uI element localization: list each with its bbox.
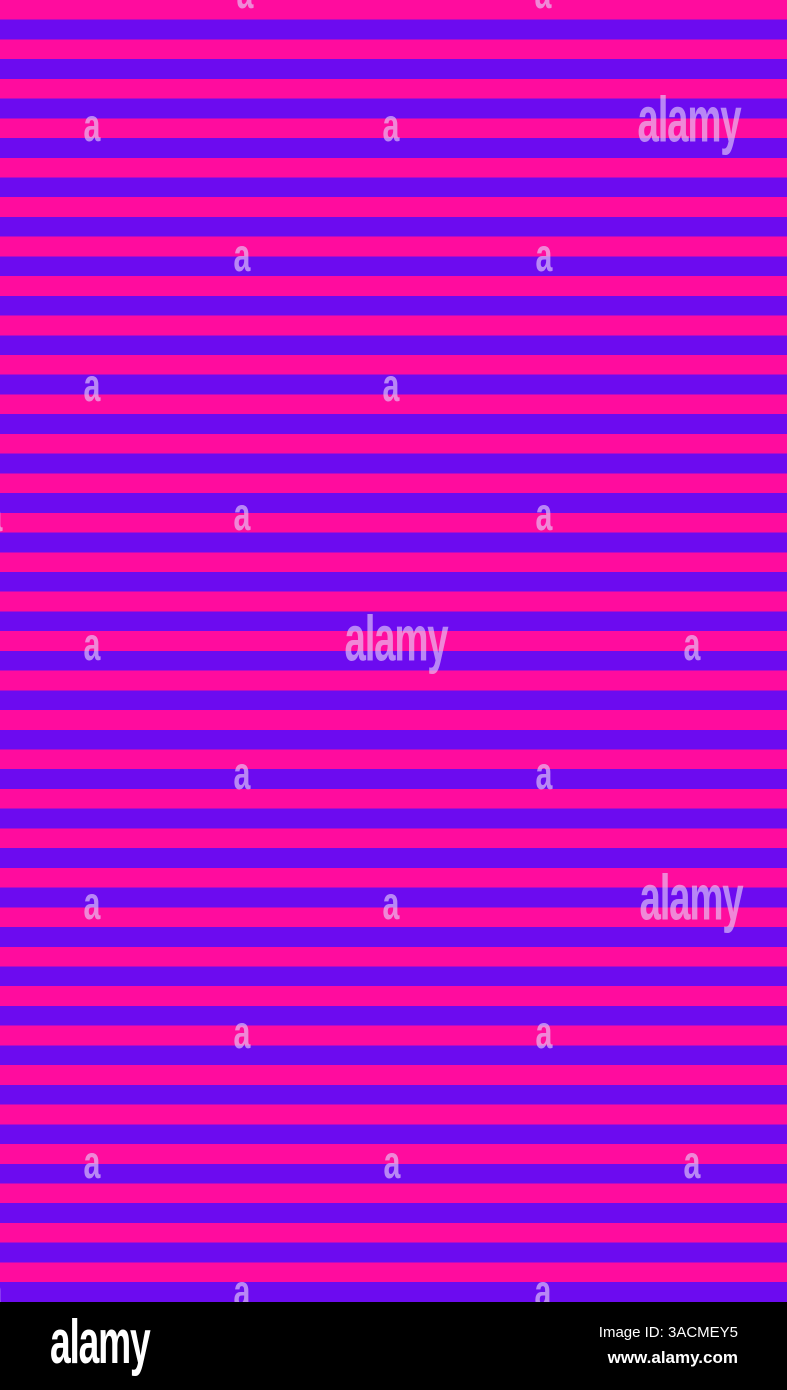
image-id-label: Image ID: 3ACMEY5 (598, 1324, 738, 1341)
footer-bar: alamy Image ID: 3ACMEY5 www.alamy.com (0, 1302, 787, 1390)
striped-pattern (0, 0, 787, 1302)
footer-meta: Image ID: 3ACMEY5 www.alamy.com (599, 1324, 738, 1368)
website-url: www.alamy.com (607, 1348, 738, 1367)
alamy-logo: alamy (50, 1308, 151, 1378)
